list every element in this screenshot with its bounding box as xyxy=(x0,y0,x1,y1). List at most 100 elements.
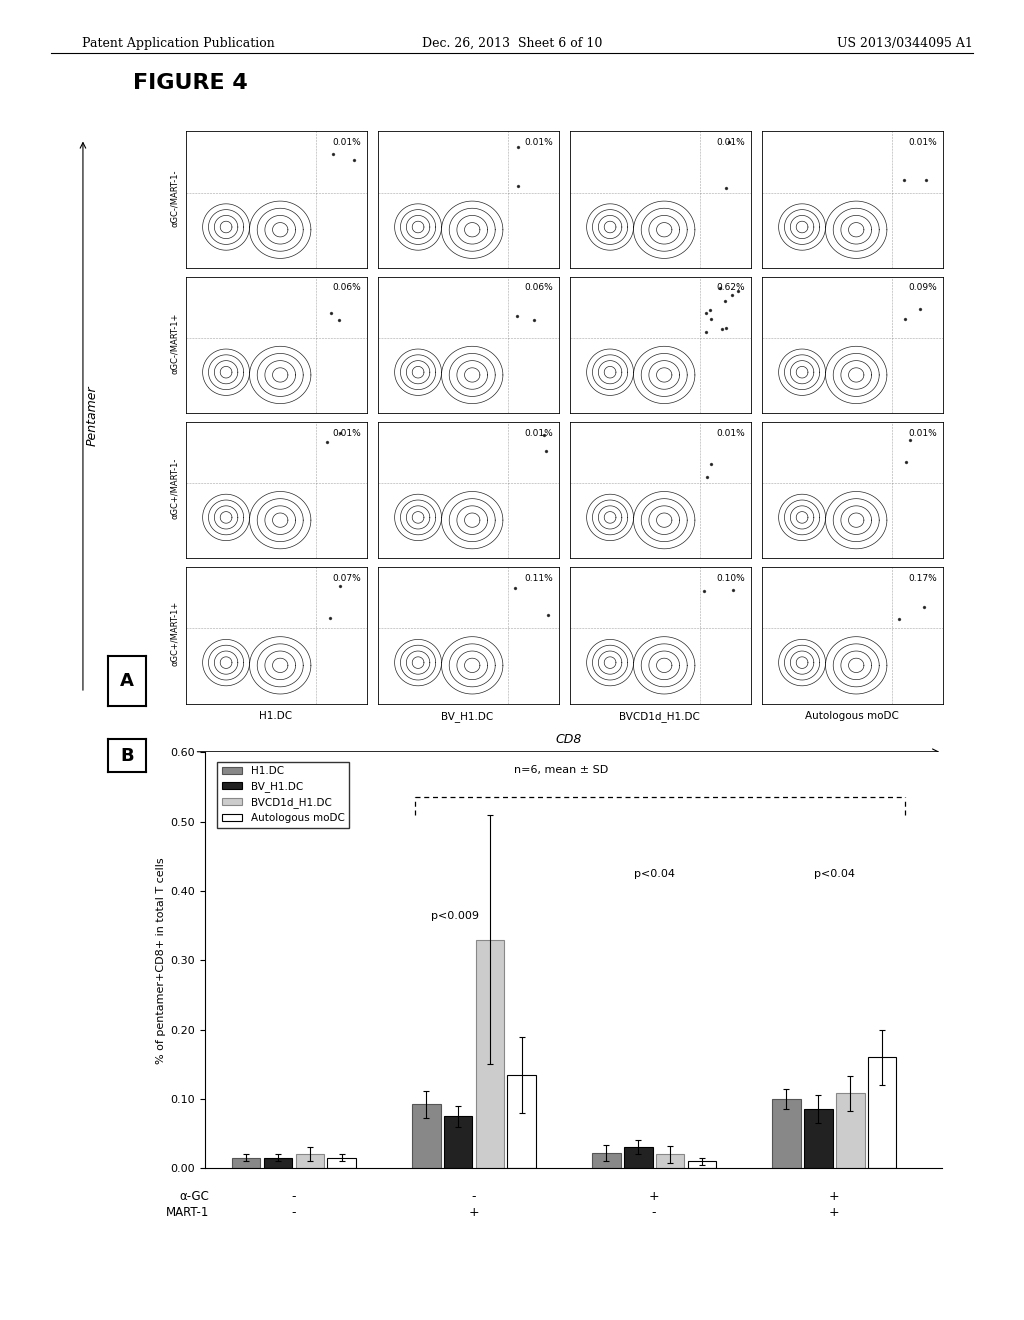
Point xyxy=(696,579,713,601)
Bar xyxy=(687,1162,717,1168)
Text: MART-1: MART-1 xyxy=(166,1206,210,1220)
Text: +: + xyxy=(828,1189,840,1203)
Point xyxy=(332,576,348,597)
Point xyxy=(702,453,719,474)
Point xyxy=(713,277,729,298)
Point xyxy=(718,177,734,198)
Text: 0.01%: 0.01% xyxy=(524,139,553,148)
Text: Patent Application Publication: Patent Application Publication xyxy=(82,37,274,50)
Point xyxy=(538,440,554,461)
Text: 0.01%: 0.01% xyxy=(908,429,937,438)
Point xyxy=(540,605,556,626)
Bar xyxy=(804,1109,833,1168)
Text: αGC-/MART-1-: αGC-/MART-1- xyxy=(170,169,179,227)
Point xyxy=(891,609,907,630)
Point xyxy=(717,290,733,312)
Text: 0.09%: 0.09% xyxy=(908,284,937,293)
Text: US 2013/0344095 A1: US 2013/0344095 A1 xyxy=(837,37,973,50)
Bar xyxy=(328,1158,356,1168)
Text: -: - xyxy=(652,1206,656,1220)
Text: Autologous moDC: Autologous moDC xyxy=(805,711,898,722)
Point xyxy=(895,169,911,190)
Text: BV_H1.DC: BV_H1.DC xyxy=(441,711,494,722)
Text: H1.DC: H1.DC xyxy=(259,711,292,722)
Bar xyxy=(443,1117,472,1168)
Text: B: B xyxy=(120,747,134,764)
Text: 0.06%: 0.06% xyxy=(333,284,361,293)
Y-axis label: % of pentamer+CD8+ in total T cells: % of pentamer+CD8+ in total T cells xyxy=(157,857,166,1064)
Bar xyxy=(475,940,504,1168)
Text: -: - xyxy=(292,1206,296,1220)
Text: 0.62%: 0.62% xyxy=(717,284,745,293)
Bar xyxy=(836,1093,864,1168)
Bar xyxy=(867,1057,896,1168)
Point xyxy=(902,429,919,450)
Bar xyxy=(772,1098,801,1168)
Point xyxy=(911,298,928,319)
Text: p<0.04: p<0.04 xyxy=(634,869,675,879)
Point xyxy=(331,309,347,330)
Point xyxy=(525,309,542,330)
Text: p<0.009: p<0.009 xyxy=(431,911,479,921)
Text: +: + xyxy=(649,1189,659,1203)
Point xyxy=(318,432,335,453)
Point xyxy=(718,318,734,339)
Point xyxy=(715,318,731,339)
Point xyxy=(697,302,714,323)
Point xyxy=(897,451,913,473)
Bar xyxy=(655,1154,684,1168)
Point xyxy=(701,300,718,321)
Point xyxy=(724,285,740,306)
Point xyxy=(346,149,362,170)
Text: Dec. 26, 2013  Sheet 6 of 10: Dec. 26, 2013 Sheet 6 of 10 xyxy=(422,37,602,50)
Text: -: - xyxy=(472,1189,476,1203)
Point xyxy=(702,309,719,330)
Point xyxy=(721,132,737,153)
Text: A: A xyxy=(120,672,134,690)
Point xyxy=(323,302,339,323)
Text: Pentamer: Pentamer xyxy=(86,385,98,446)
Bar xyxy=(296,1154,325,1168)
Text: n=6, mean ± SD: n=6, mean ± SD xyxy=(514,764,608,775)
Text: αGC+/MART-1-: αGC+/MART-1- xyxy=(170,458,179,519)
Text: 0.01%: 0.01% xyxy=(524,429,553,438)
Text: α-GC: α-GC xyxy=(179,1189,210,1203)
Text: 0.06%: 0.06% xyxy=(524,284,553,293)
Point xyxy=(326,144,342,165)
Text: BVCD1d_H1.DC: BVCD1d_H1.DC xyxy=(620,711,700,722)
Point xyxy=(509,306,525,327)
Text: FIGURE 4: FIGURE 4 xyxy=(133,73,248,92)
Bar xyxy=(624,1147,652,1168)
Point xyxy=(536,425,552,446)
Bar xyxy=(231,1158,260,1168)
Point xyxy=(725,579,741,601)
Point xyxy=(897,309,913,330)
Text: p<0.04: p<0.04 xyxy=(814,869,855,879)
Text: 0.10%: 0.10% xyxy=(717,574,745,583)
Text: 0.01%: 0.01% xyxy=(333,429,361,438)
Text: +: + xyxy=(828,1206,840,1220)
Point xyxy=(915,597,932,618)
Point xyxy=(918,169,934,190)
Point xyxy=(509,137,525,158)
Text: CD8: CD8 xyxy=(555,733,582,746)
Point xyxy=(507,577,523,598)
Point xyxy=(698,322,715,343)
Point xyxy=(699,466,716,487)
Text: αGC+/MART-1+: αGC+/MART-1+ xyxy=(170,601,179,667)
Text: 0.07%: 0.07% xyxy=(333,574,361,583)
Text: 0.01%: 0.01% xyxy=(908,139,937,148)
Point xyxy=(730,280,746,301)
Bar xyxy=(263,1158,292,1168)
Text: +: + xyxy=(469,1206,479,1220)
Point xyxy=(509,176,525,197)
Text: -: - xyxy=(292,1189,296,1203)
Text: αGC-/MART-1+: αGC-/MART-1+ xyxy=(170,313,179,374)
Text: 0.01%: 0.01% xyxy=(717,139,745,148)
Text: 0.01%: 0.01% xyxy=(333,139,361,148)
Text: 0.17%: 0.17% xyxy=(908,574,937,583)
Bar xyxy=(592,1152,621,1168)
Text: 0.01%: 0.01% xyxy=(717,429,745,438)
Bar xyxy=(412,1105,440,1168)
Text: 0.11%: 0.11% xyxy=(524,574,553,583)
